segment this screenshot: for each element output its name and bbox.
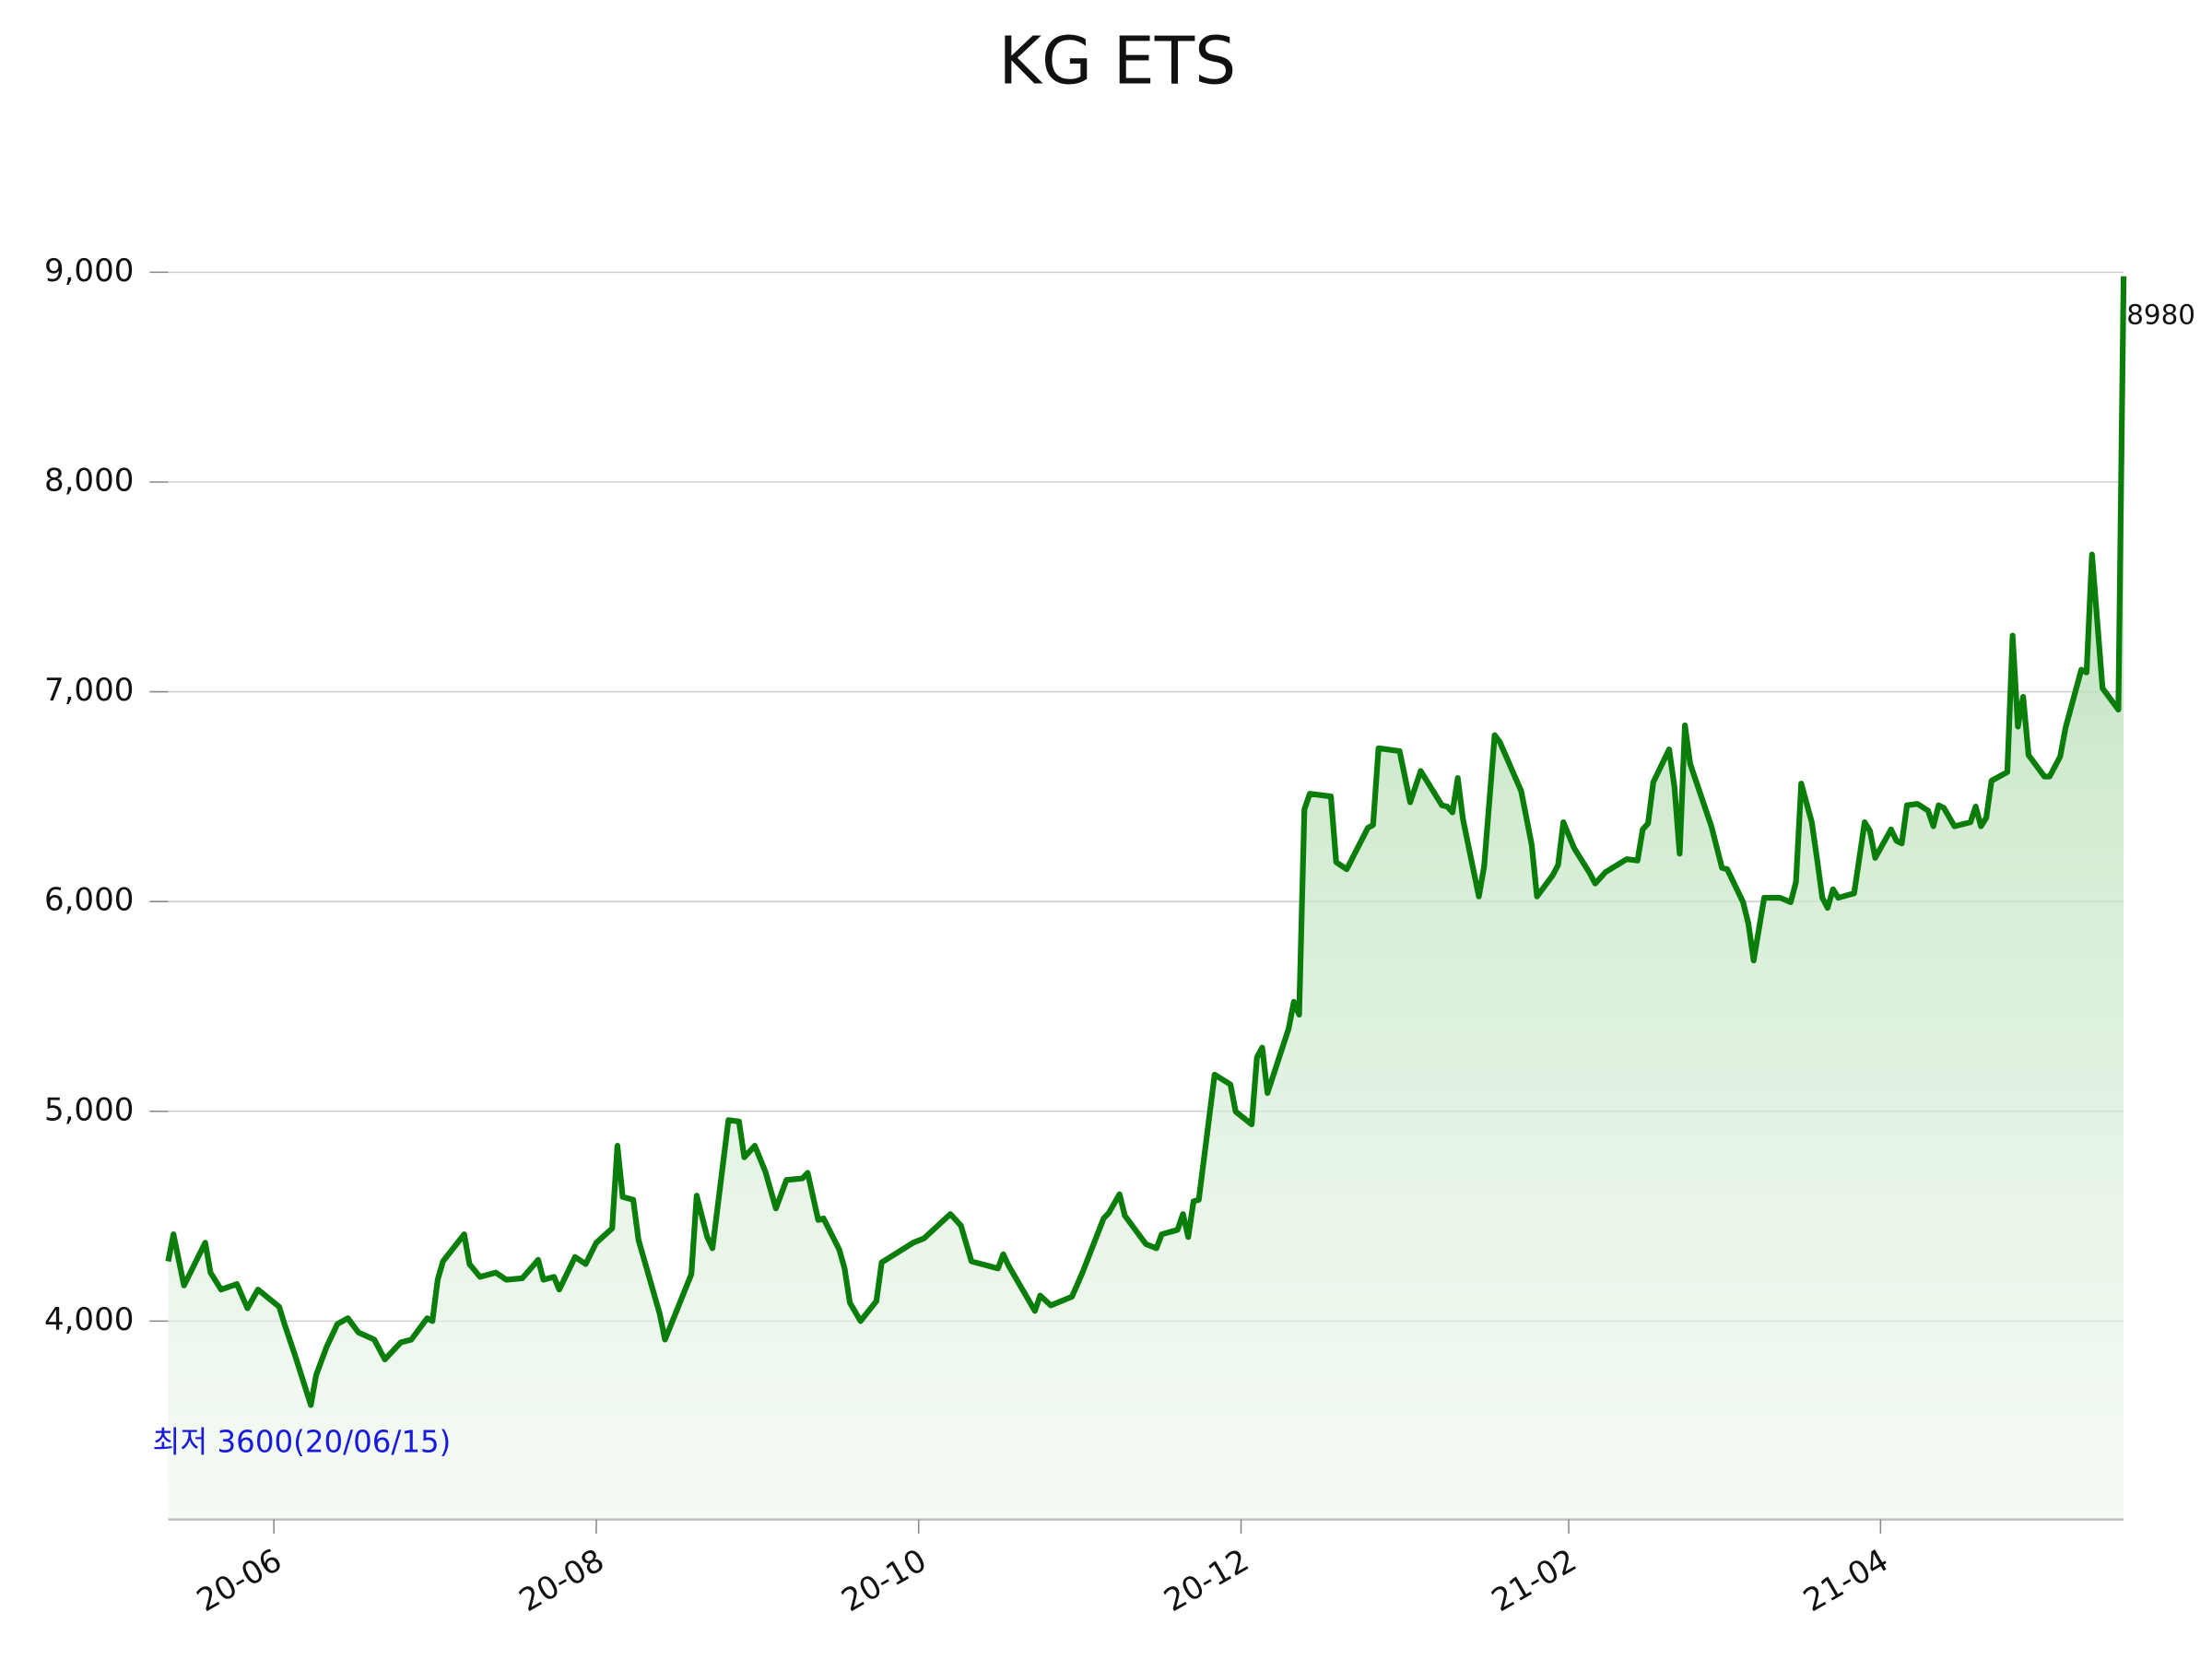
- x-tick-label: 21-02: [1486, 1542, 1583, 1619]
- last-value-label: 8980: [2126, 300, 2195, 331]
- x-tick-label: 21-04: [1797, 1542, 1895, 1619]
- x-tick-label: 20-08: [513, 1542, 611, 1619]
- y-tick-label: 8,000: [44, 462, 134, 499]
- x-tick-label: 20-10: [836, 1542, 934, 1619]
- x-tick-label: 20-06: [191, 1542, 288, 1619]
- x-tick-label: 20-12: [1158, 1542, 1255, 1619]
- y-tick-label: 4,000: [44, 1301, 134, 1338]
- low-annotation: 최저 3600(20/06/15): [152, 1424, 451, 1459]
- y-tick-label: 9,000: [44, 253, 134, 289]
- y-tick-label: 6,000: [44, 882, 134, 919]
- area-fill: [168, 276, 2124, 1520]
- price-line: [165, 276, 2127, 1408]
- chart-title: KG ETS: [998, 23, 1236, 100]
- y-tick-label: 7,000: [44, 672, 134, 709]
- y-tick-label: 5,000: [44, 1091, 134, 1128]
